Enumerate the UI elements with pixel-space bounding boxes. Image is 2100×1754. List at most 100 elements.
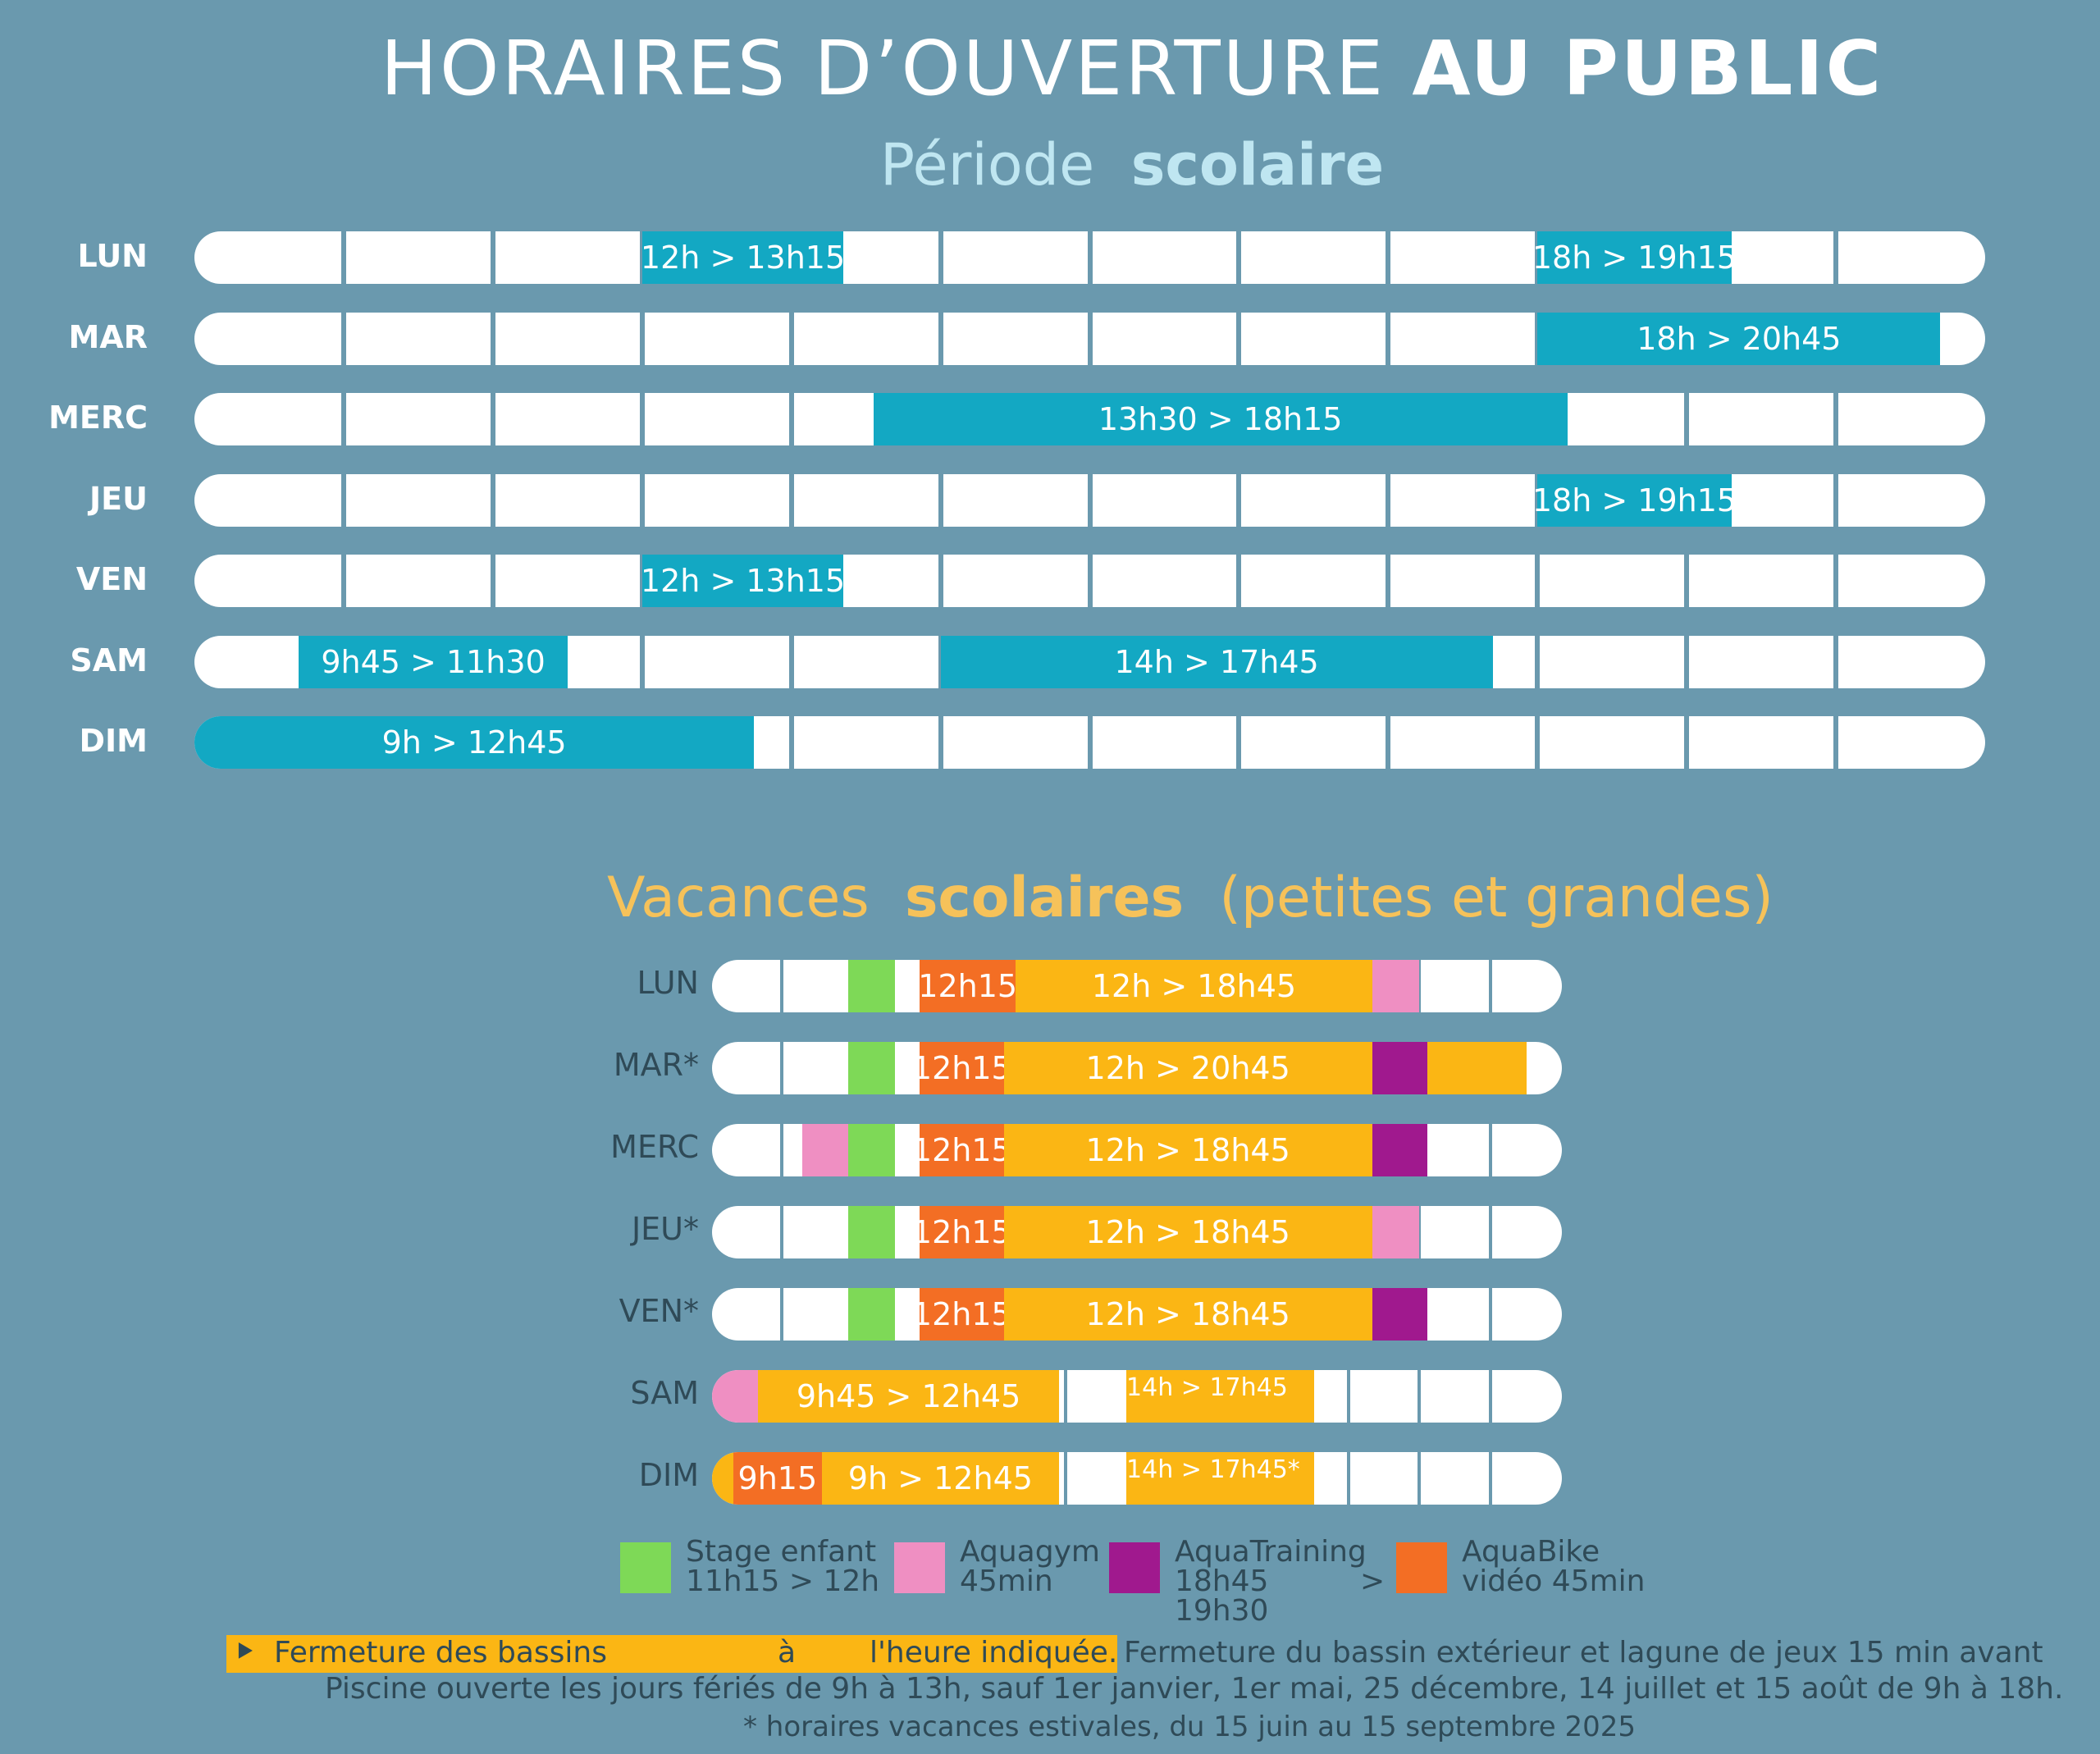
hour-divider bbox=[1535, 555, 1541, 607]
opening-slot: 12h > 13h15 bbox=[641, 555, 845, 607]
hour-divider bbox=[788, 393, 794, 445]
hour-divider bbox=[490, 231, 495, 284]
hour-divider bbox=[639, 312, 645, 365]
activity-slot bbox=[712, 1452, 733, 1505]
holidays-title-suffix: (petites et grandes) bbox=[1219, 866, 1774, 930]
hour-divider bbox=[1833, 716, 1839, 769]
closing-arrow-icon: ⯈ bbox=[233, 1636, 257, 1669]
main-title-bold: AU PUBLIC bbox=[1412, 25, 1884, 112]
holidays-title: Vacances scolaires (petites et grandes) bbox=[607, 866, 1774, 930]
schedule-track: 12h15 12h > 18h45 bbox=[712, 1288, 1562, 1341]
hour-divider bbox=[1684, 555, 1690, 607]
hour-divider bbox=[639, 393, 645, 445]
activity-slot bbox=[1372, 1288, 1427, 1341]
activity-slot: 9h45 > 12h45 bbox=[758, 1370, 1060, 1423]
legend-swatch-stage bbox=[620, 1542, 671, 1593]
day-label: VEN* bbox=[619, 1293, 699, 1329]
schedule-track: 9h15 9h > 12h45 14h > 17h45* bbox=[712, 1452, 1562, 1505]
day-label: SAM bbox=[630, 1375, 699, 1411]
activity-slot: 12h > 18h45 bbox=[1016, 960, 1372, 1012]
hour-divider bbox=[1236, 555, 1242, 607]
hour-divider bbox=[490, 312, 495, 365]
legend-label-stage: Stage enfant 11h15 > 12h bbox=[686, 1537, 879, 1596]
schedule-track: 12h15 12h > 18h45 bbox=[712, 1206, 1562, 1258]
schedule-track: 18h > 19h15 bbox=[194, 473, 1985, 527]
hour-divider bbox=[938, 312, 943, 365]
legend-swatch-aquatraining bbox=[1109, 1542, 1160, 1593]
hour-divider bbox=[780, 1206, 784, 1258]
hour-divider bbox=[490, 393, 495, 445]
schedule-track: 12h15 12h > 18h45 bbox=[712, 960, 1562, 1012]
schedule-track: 13h30 > 18h15 bbox=[194, 393, 1985, 445]
legend-line: 18h45 bbox=[1175, 1564, 1269, 1598]
schedule-track: 9h > 12h45 bbox=[194, 716, 1985, 769]
hour-divider bbox=[1386, 555, 1391, 607]
hour-divider bbox=[780, 960, 784, 1012]
summer-hours-note: * horaires vacances estivales, du 15 jui… bbox=[743, 1711, 1637, 1743]
closing-note: Fermeture du bassin extérieur et lagune … bbox=[1124, 1636, 2043, 1669]
activity-slot bbox=[847, 1206, 895, 1258]
day-label: MAR bbox=[68, 318, 148, 355]
hour-divider bbox=[1386, 716, 1391, 769]
hour-divider bbox=[1347, 1370, 1350, 1423]
hour-divider bbox=[1087, 716, 1093, 769]
main-title: HORAIRES D’OUVERTURE AU PUBLIC bbox=[0, 25, 2100, 112]
hour-divider bbox=[1236, 231, 1242, 284]
hour-divider bbox=[1063, 1370, 1067, 1423]
hour-divider bbox=[1488, 960, 1492, 1012]
hour-divider bbox=[1087, 312, 1093, 365]
hour-divider bbox=[1418, 1370, 1422, 1423]
hour-divider bbox=[938, 716, 943, 769]
opening-slot: 9h45 > 11h30 bbox=[299, 635, 568, 688]
legend-line: AquaBike bbox=[1462, 1535, 1600, 1569]
public-holidays-note: Piscine ouverte les jours fériés de 9h à… bbox=[325, 1672, 2064, 1706]
hour-divider bbox=[780, 1124, 784, 1176]
hour-divider bbox=[1386, 473, 1391, 527]
hour-divider bbox=[1488, 1288, 1492, 1341]
schedule-track: 9h45 > 11h30 14h > 17h45 bbox=[194, 635, 1985, 688]
activity-slot: 14h > 17h45* bbox=[1126, 1452, 1314, 1505]
activity-slot bbox=[1372, 1206, 1419, 1258]
hour-divider bbox=[340, 555, 346, 607]
activity-slot bbox=[847, 1042, 895, 1094]
opening-slot: 9h > 12h45 bbox=[194, 716, 755, 769]
hour-divider bbox=[340, 393, 346, 445]
closing-highlight bbox=[226, 1635, 1117, 1673]
schedule-track: 12h > 13h15 18h > 19h15 bbox=[194, 231, 1985, 284]
opening-slot: 14h > 17h45 bbox=[940, 635, 1493, 688]
activity-slot bbox=[847, 960, 895, 1012]
activity-slot: 12h15 bbox=[912, 1288, 1011, 1341]
hour-divider bbox=[788, 312, 794, 365]
legend-line: vidéo 45min bbox=[1462, 1564, 1646, 1598]
hour-divider bbox=[938, 231, 943, 284]
hour-divider bbox=[1833, 231, 1839, 284]
hour-divider bbox=[788, 716, 794, 769]
activity-slot: 12h > 18h45 bbox=[1003, 1124, 1372, 1176]
hour-divider bbox=[340, 231, 346, 284]
legend-label-aquatraining: AquaTraining 18h45 19h30 bbox=[1175, 1537, 1367, 1626]
activity-slot: 12h15 bbox=[912, 1206, 1011, 1258]
hour-divider bbox=[639, 473, 645, 527]
legend-swatch-aquagym bbox=[894, 1542, 945, 1593]
hour-divider bbox=[1236, 312, 1242, 365]
day-label: DIM bbox=[638, 1457, 699, 1493]
activity-slot: 12h > 18h45 bbox=[1003, 1288, 1372, 1341]
hour-divider bbox=[1535, 716, 1541, 769]
activity-slot: 14h > 17h45 bbox=[1126, 1370, 1314, 1423]
legend-line: AquaTraining bbox=[1175, 1535, 1367, 1569]
legend-label-aquabike: AquaBike vidéo 45min bbox=[1462, 1537, 1645, 1596]
hour-divider bbox=[1488, 1206, 1492, 1258]
activity-slot bbox=[847, 1288, 895, 1341]
hour-divider bbox=[1087, 555, 1093, 607]
holidays-title-normal: Vacances bbox=[607, 866, 870, 930]
day-label: MAR* bbox=[613, 1047, 699, 1083]
schedule-track: 12h15 12h > 20h45 bbox=[712, 1042, 1562, 1094]
hour-divider bbox=[788, 635, 794, 688]
opening-slot: 12h > 13h15 bbox=[641, 231, 845, 284]
hour-divider bbox=[780, 1042, 784, 1094]
closing-text-3: l'heure indiquée. bbox=[870, 1636, 1118, 1669]
hour-divider bbox=[1087, 231, 1093, 284]
day-label: LUN bbox=[77, 238, 148, 274]
holidays-title-bold: scolaires bbox=[904, 866, 1185, 930]
hour-divider bbox=[938, 473, 943, 527]
